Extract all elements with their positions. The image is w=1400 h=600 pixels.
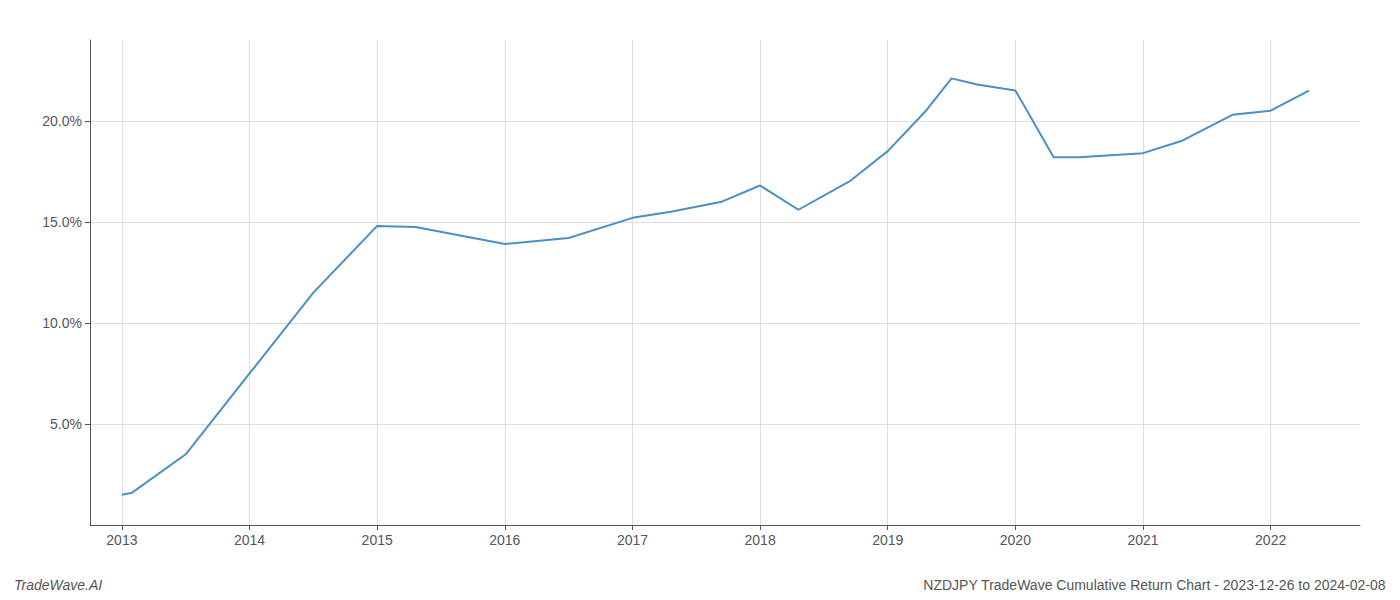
svg-text:2018: 2018 [745, 532, 776, 548]
svg-text:2020: 2020 [1000, 532, 1031, 548]
svg-text:2017: 2017 [617, 532, 648, 548]
svg-text:NZDJPY TradeWave Cumulative Re: NZDJPY TradeWave Cumulative Return Chart… [923, 577, 1385, 593]
svg-text:2021: 2021 [1127, 532, 1158, 548]
svg-text:20.0%: 20.0% [42, 113, 82, 129]
svg-text:10.0%: 10.0% [42, 315, 82, 331]
svg-text:2013: 2013 [106, 532, 137, 548]
svg-text:2015: 2015 [362, 532, 393, 548]
svg-text:2019: 2019 [872, 532, 903, 548]
svg-text:2022: 2022 [1255, 532, 1286, 548]
svg-text:5.0%: 5.0% [50, 416, 82, 432]
svg-text:15.0%: 15.0% [42, 214, 82, 230]
svg-text:TradeWave.AI: TradeWave.AI [14, 577, 102, 593]
svg-text:2016: 2016 [489, 532, 520, 548]
svg-text:2014: 2014 [234, 532, 265, 548]
